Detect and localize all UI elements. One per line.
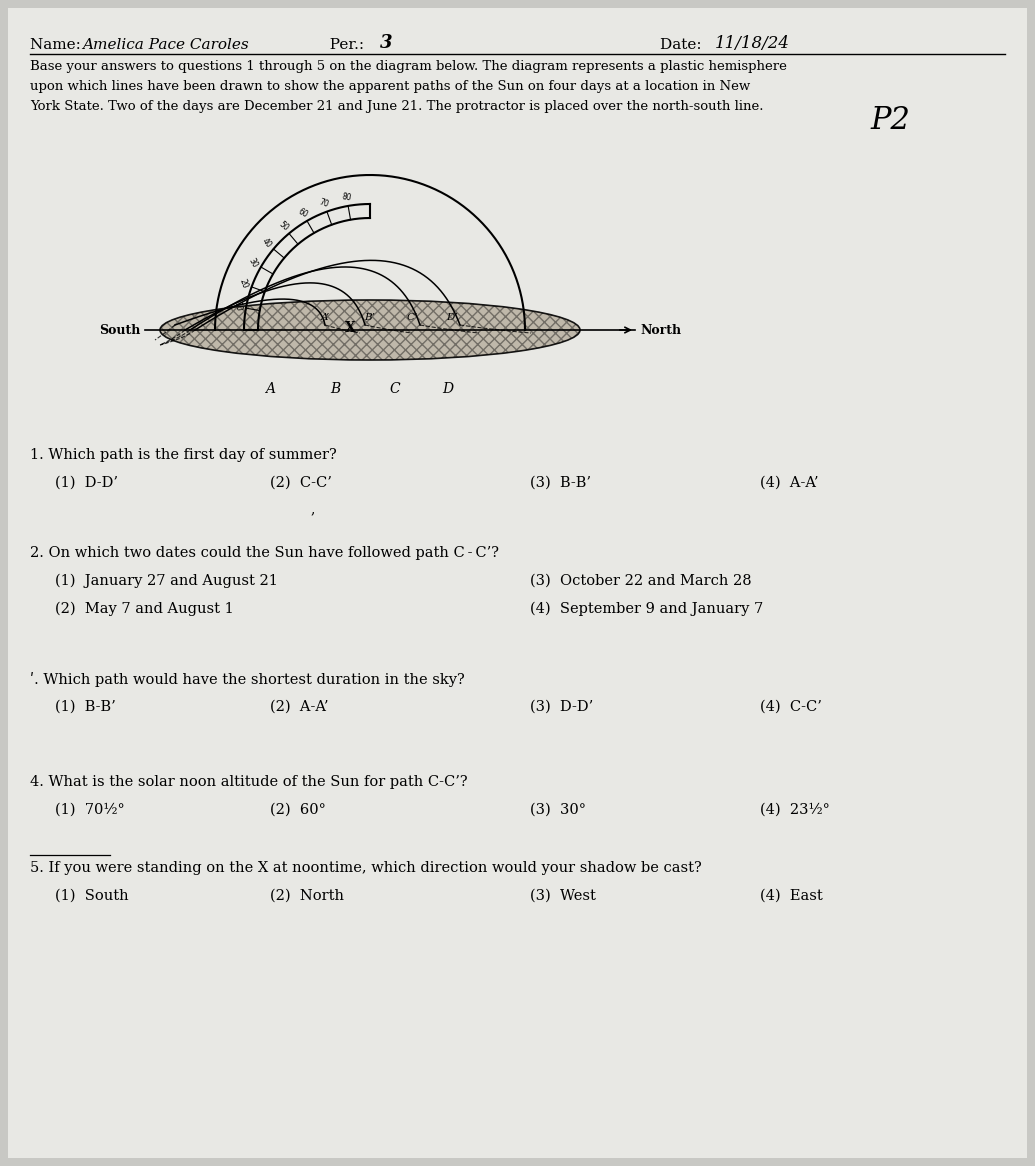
FancyBboxPatch shape: [8, 8, 1027, 1158]
Text: 5. If you were standing on the X at noontime, which direction would your shadow : 5. If you were standing on the X at noon…: [30, 861, 702, 874]
Text: (3)  30°: (3) 30°: [530, 803, 586, 817]
Text: 30: 30: [246, 257, 260, 269]
Text: (4)  September 9 and January 7: (4) September 9 and January 7: [530, 602, 763, 617]
Text: (1)  B-B’: (1) B-B’: [55, 700, 116, 714]
Text: York State. Two of the days are December 21 and June 21. The protractor is place: York State. Two of the days are December…: [30, 100, 764, 113]
Text: D: D: [442, 382, 453, 396]
Text: Date:: Date:: [660, 38, 707, 52]
Text: D’: D’: [446, 312, 457, 322]
Text: 1. Which path is the first day of summer?: 1. Which path is the first day of summer…: [30, 448, 336, 462]
Text: North: North: [640, 323, 681, 337]
Text: (4)  C-C’: (4) C-C’: [760, 700, 822, 714]
Text: 11/18/24: 11/18/24: [715, 35, 790, 52]
Text: B: B: [330, 382, 341, 396]
Text: 20: 20: [237, 278, 249, 290]
Text: (3)  D-D’: (3) D-D’: [530, 700, 593, 714]
Text: (3)  October 22 and March 28: (3) October 22 and March 28: [530, 574, 751, 588]
Text: (2)  C-C’: (2) C-C’: [270, 476, 332, 490]
Text: (2)  60°: (2) 60°: [270, 803, 326, 817]
Text: (1)  70½°: (1) 70½°: [55, 803, 125, 817]
Text: 3: 3: [380, 34, 392, 52]
Text: (4)  A-A’: (4) A-A’: [760, 476, 819, 490]
Text: 60: 60: [296, 206, 309, 219]
Text: 2. On which two dates could the Sun have followed path C - C’?: 2. On which two dates could the Sun have…: [30, 546, 499, 560]
Text: (4)  East: (4) East: [760, 888, 823, 902]
Text: ʹ. Which path would have the shortest duration in the sky?: ʹ. Which path would have the shortest du…: [30, 672, 465, 687]
Text: 80: 80: [342, 191, 352, 203]
Text: 50: 50: [276, 220, 290, 233]
Text: upon which lines have been drawn to show the apparent paths of the Sun on four d: upon which lines have been drawn to show…: [30, 80, 750, 93]
Text: ,: ,: [310, 503, 315, 517]
Text: X: X: [345, 321, 355, 335]
Text: 70: 70: [318, 197, 330, 209]
Text: (2)  North: (2) North: [270, 888, 344, 902]
Text: B’: B’: [364, 312, 376, 322]
Text: A: A: [265, 382, 275, 396]
Ellipse shape: [160, 300, 580, 360]
Text: (3)  West: (3) West: [530, 888, 596, 902]
Text: Name:: Name:: [30, 38, 86, 52]
Text: (1)  South: (1) South: [55, 888, 128, 902]
Text: (1)  D-D’: (1) D-D’: [55, 476, 118, 490]
Text: C: C: [390, 382, 401, 396]
Text: 10: 10: [232, 301, 242, 312]
Text: C’: C’: [407, 312, 418, 322]
Text: Per.:: Per.:: [320, 38, 369, 52]
Text: Base your answers to questions 1 through 5 on the diagram below. The diagram rep: Base your answers to questions 1 through…: [30, 59, 787, 73]
Text: P2: P2: [870, 105, 910, 136]
Text: A’: A’: [321, 312, 329, 322]
Text: Amelica Pace Caroles: Amelica Pace Caroles: [82, 38, 248, 52]
Text: 4. What is the solar noon altitude of the Sun for path C-C’?: 4. What is the solar noon altitude of th…: [30, 775, 468, 789]
Text: (4)  23½°: (4) 23½°: [760, 803, 830, 817]
Text: South: South: [98, 323, 140, 337]
Text: (2)  May 7 and August 1: (2) May 7 and August 1: [55, 602, 234, 617]
Text: (2)  A-A’: (2) A-A’: [270, 700, 328, 714]
Text: (1)  January 27 and August 21: (1) January 27 and August 21: [55, 574, 277, 589]
Text: (3)  B-B’: (3) B-B’: [530, 476, 591, 490]
Text: 40: 40: [260, 237, 273, 250]
